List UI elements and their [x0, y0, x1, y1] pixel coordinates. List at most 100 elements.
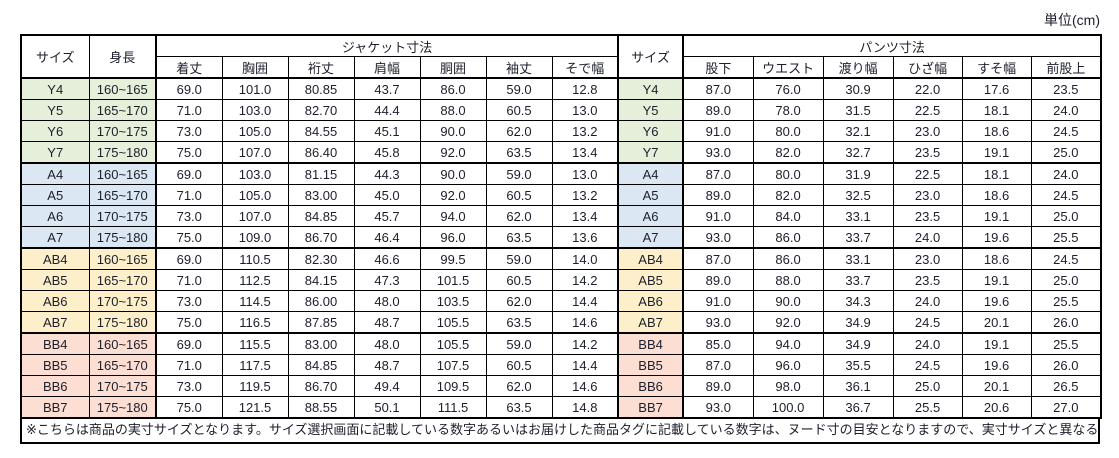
pants-value-cell: 93.0 [682, 226, 754, 249]
pants-value-cell: 19.1 [961, 269, 1032, 291]
jacket-value-cell: 60.5 [485, 354, 553, 376]
pants-value-cell: 22.5 [892, 99, 963, 121]
pants-value-cell: 24.5 [1030, 184, 1102, 206]
pants-value-cell: 31.9 [822, 162, 894, 185]
size2-cell: BB5 [617, 354, 685, 376]
table-row: Y6 170~175 73.0 105.0 84.55 45.1 90.0 62.0 13.2 Y… [20, 120, 1102, 142]
table-row: Y7 175~180 75.0 107.0 86.40 45.8 92.0 63.5 13.4 Y… [20, 141, 1102, 164]
height-cell: 165~170 [88, 99, 157, 121]
table-row: BB4 160~165 69.0 115.5 83.00 48.0 105.5 59.0 14.… [20, 332, 1102, 355]
size2-cell: Y5 [617, 99, 685, 121]
table-row: AB4 160~165 69.0 110.5 82.30 46.6 99.5 59.0 14.0… [20, 247, 1102, 270]
pants-value-cell: 24.0 [1030, 99, 1102, 121]
table-row: A6 170~175 73.0 107.0 84.85 45.7 94.0 62.0 13.4 A… [20, 205, 1102, 227]
jacket-value-cell: 110.5 [221, 247, 289, 270]
pants-value-cell: 87.0 [682, 247, 754, 270]
pants-value-cell: 18.6 [961, 247, 1032, 270]
jacket-subheader: 肩幅 [353, 56, 421, 79]
jacket-value-cell: 62.0 [485, 290, 553, 312]
pants-subheader: ウエスト [752, 56, 824, 79]
pants-value-cell: 82.0 [752, 141, 824, 164]
pants-value-cell: 26.0 [1030, 311, 1102, 334]
size2-cell: AB6 [617, 290, 685, 312]
pants-value-cell: 23.5 [892, 205, 963, 227]
pants-value-cell: 23.5 [1030, 77, 1102, 100]
jacket-value-cell: 105.5 [419, 332, 487, 355]
pants-value-cell: 87.0 [682, 77, 754, 100]
pants-value-cell: 18.1 [961, 162, 1032, 185]
jacket-value-cell: 13.4 [551, 141, 619, 164]
pants-value-cell: 19.1 [961, 332, 1032, 355]
jacket-value-cell: 86.70 [287, 375, 355, 397]
pants-value-cell: 85.0 [682, 332, 754, 355]
jacket-value-cell: 105.0 [221, 184, 289, 206]
jacket-value-cell: 73.0 [155, 290, 223, 312]
jacket-value-cell: 82.70 [287, 99, 355, 121]
jacket-value-cell: 48.0 [353, 332, 421, 355]
jacket-value-cell: 69.0 [155, 247, 223, 270]
pants-value-cell: 24.5 [892, 354, 963, 376]
pants-value-cell: 33.7 [822, 226, 894, 249]
jacket-value-cell: 13.2 [551, 120, 619, 142]
table-row: A7 175~180 75.0 109.0 86.70 46.4 96.0 63.5 13.6 A… [20, 226, 1102, 249]
jacket-value-cell: 14.4 [551, 290, 619, 312]
size2-cell: Y6 [617, 120, 685, 142]
table-row: Y5 165~170 71.0 103.0 82.70 44.4 88.0 60.5 13.0 Y… [20, 99, 1102, 121]
pants-value-cell: 96.0 [752, 354, 824, 376]
table-row: AB7 175~180 75.0 116.5 87.85 48.7 105.5 63.5 14.… [20, 311, 1102, 334]
height-cell: 165~170 [88, 184, 157, 206]
jacket-value-cell: 62.0 [485, 120, 553, 142]
pants-value-cell: 31.5 [822, 99, 894, 121]
pants-value-cell: 86.0 [752, 226, 824, 249]
pants-value-cell: 20.6 [961, 396, 1032, 419]
size-cell: BB4 [20, 332, 90, 355]
pants-value-cell: 25.0 [1030, 269, 1102, 291]
pants-value-cell: 22.5 [892, 162, 963, 185]
jacket-value-cell: 92.0 [419, 141, 487, 164]
table-row: A5 165~170 71.0 105.0 83.00 45.0 92.0 60.5 13.2 A… [20, 184, 1102, 206]
pants-value-cell: 33.7 [822, 269, 894, 291]
jacket-value-cell: 107.5 [419, 354, 487, 376]
pants-value-cell: 32.1 [822, 120, 894, 142]
pants-value-cell: 88.0 [752, 269, 824, 291]
jacket-value-cell: 86.70 [287, 226, 355, 249]
jacket-value-cell: 103.5 [419, 290, 487, 312]
pants-value-cell: 89.0 [682, 375, 754, 397]
pants-value-cell: 86.0 [752, 247, 824, 270]
jacket-value-cell: 103.0 [221, 99, 289, 121]
size-cell: AB4 [20, 247, 90, 270]
jacket-value-cell: 69.0 [155, 332, 223, 355]
pants-value-cell: 34.3 [822, 290, 894, 312]
pants-value-cell: 100.0 [752, 396, 824, 419]
size-cell: A5 [20, 184, 90, 206]
pants-value-cell: 19.1 [961, 205, 1032, 227]
pants-group-header: パンツ寸法 [682, 34, 1102, 57]
pants-value-cell: 23.0 [892, 184, 963, 206]
jacket-value-cell: 83.00 [287, 184, 355, 206]
jacket-value-cell: 14.2 [551, 269, 619, 291]
pants-value-cell: 93.0 [682, 141, 754, 164]
pants-value-cell: 33.1 [822, 247, 894, 270]
size2-cell: AB4 [617, 247, 685, 270]
table-row: BB7 175~180 75.0 121.5 88.55 50.1 111.5 63.5 14.… [20, 396, 1102, 419]
jacket-value-cell: 43.7 [353, 77, 421, 100]
jacket-subheader: 胴囲 [419, 56, 487, 79]
size2-column-header: サイズ [617, 34, 685, 79]
pants-value-cell: 91.0 [682, 290, 754, 312]
jacket-value-cell: 45.7 [353, 205, 421, 227]
size-cell: Y4 [20, 77, 90, 100]
pants-value-cell: 35.5 [822, 354, 894, 376]
jacket-value-cell: 84.85 [287, 205, 355, 227]
pants-subheader: 前股上 [1030, 56, 1102, 79]
jacket-value-cell: 14.0 [551, 247, 619, 270]
jacket-value-cell: 101.5 [419, 269, 487, 291]
pants-value-cell: 23.5 [892, 141, 963, 164]
jacket-value-cell: 46.6 [353, 247, 421, 270]
jacket-value-cell: 115.5 [221, 332, 289, 355]
sub-header-row: 着丈 胸囲 裄丈 肩幅 胴囲 袖丈 そで幅 股下 ウエスト 渡り幅 ひざ幅 すそ… [21, 56, 1102, 79]
pants-value-cell: 32.5 [822, 184, 894, 206]
jacket-value-cell: 45.1 [353, 120, 421, 142]
pants-value-cell: 80.0 [752, 162, 824, 185]
jacket-value-cell: 14.6 [551, 375, 619, 397]
size2-cell: Y4 [617, 77, 685, 100]
